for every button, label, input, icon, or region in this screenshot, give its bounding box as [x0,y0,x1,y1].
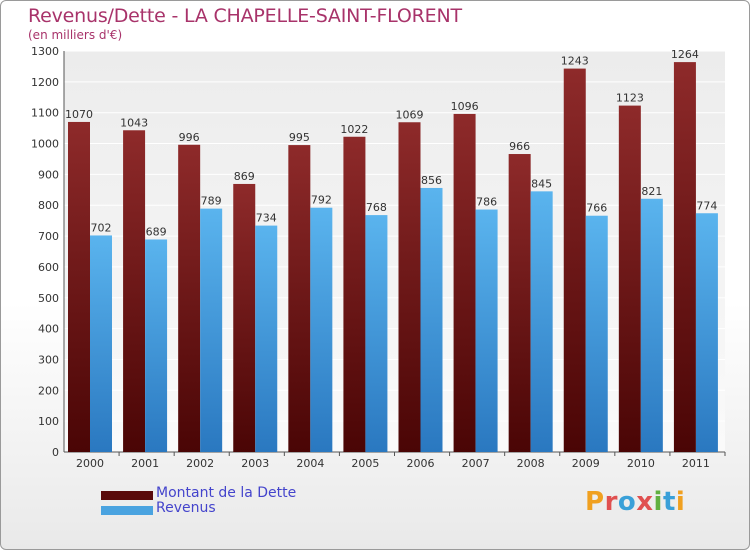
legend-swatch-dette [101,491,153,500]
bar-dette [453,113,476,453]
data-label: 845 [531,177,552,190]
y-tick-label: 600 [38,261,59,274]
y-tick-label: 200 [38,384,59,397]
x-tick-label: 2001 [131,457,159,470]
x-tick-label: 2005 [351,457,379,470]
bar-revenus [365,215,388,452]
y-tick-label: 1200 [31,76,59,89]
y-tick-label: 700 [38,230,59,243]
legend-label-revenus: Revenus [156,500,216,516]
data-label: 786 [476,196,497,209]
bar-dette [618,105,641,453]
bar-dette [398,122,421,453]
y-tick-label: 300 [38,353,59,366]
bar-revenus [640,198,663,452]
y-tick-label: 100 [38,415,59,428]
bar-revenus [530,191,553,452]
data-label: 1243 [561,55,589,68]
x-tick-label: 2004 [296,457,324,470]
bar-dette [508,154,531,452]
proxiti-logo: Proxiti [585,487,686,517]
x-tick-label: 2003 [241,457,269,470]
data-label: 996 [179,131,200,144]
data-label: 1043 [120,116,148,129]
bar-dette [68,121,90,452]
x-tick-label: 2009 [572,457,600,470]
data-label: 995 [289,131,310,144]
data-label: 1123 [616,92,644,105]
data-label: 1069 [396,108,424,121]
bar-dette [343,136,366,452]
data-label: 734 [256,212,277,225]
x-tick-label: 2000 [76,457,104,470]
bar-dette [563,68,586,452]
bar-revenus [255,225,278,452]
data-label: 792 [311,194,332,207]
bar-revenus [420,187,443,453]
data-label: 768 [366,201,387,214]
y-tick-label: 1300 [31,45,59,58]
x-tick-label: 2008 [517,457,545,470]
y-tick-label: 0 [52,446,59,459]
data-label: 774 [696,199,717,212]
plot-area [64,51,725,452]
data-label: 766 [586,202,607,215]
data-label: 1022 [340,123,368,136]
bar-revenus [310,207,333,452]
bar-dette [178,144,201,452]
x-tick-label: 2006 [407,457,435,470]
y-tick-label: 800 [38,199,59,212]
x-tick-label: 2011 [682,457,710,470]
bar-dette [123,130,146,453]
data-label: 1096 [451,100,479,113]
bar-revenus [585,215,608,452]
data-label: 966 [509,140,530,153]
legend-swatch-revenus [101,506,153,515]
legend-label-dette: Montant de la Dette [156,485,297,501]
data-label: 702 [91,221,112,234]
bar-dette [288,145,311,453]
x-tick-label: 2010 [627,457,655,470]
data-label: 821 [641,185,662,198]
chart-title: Revenus/Dette - LA CHAPELLE-SAINT-FLOREN… [28,5,462,27]
data-label: 1070 [65,108,93,121]
y-tick-label: 500 [38,292,59,305]
bar-revenus [90,235,112,452]
bar-revenus [475,209,498,452]
data-label: 1264 [671,48,699,61]
y-tick-label: 1000 [31,138,59,151]
data-label: 789 [201,195,222,208]
y-tick-label: 1100 [31,107,59,120]
y-tick-label: 400 [38,323,59,336]
data-label: 856 [421,174,442,187]
chart-subtitle: (en milliers d'€) [28,28,123,42]
bar-revenus [200,208,223,452]
data-label: 689 [146,225,167,238]
y-tick-label: 900 [38,168,59,181]
bar-revenus [695,213,718,452]
data-label: 869 [234,170,255,183]
x-tick-label: 2002 [186,457,214,470]
x-tick-label: 2007 [462,457,490,470]
bar-revenus [145,239,168,452]
bar-dette [673,62,696,452]
bar-dette [233,183,256,452]
